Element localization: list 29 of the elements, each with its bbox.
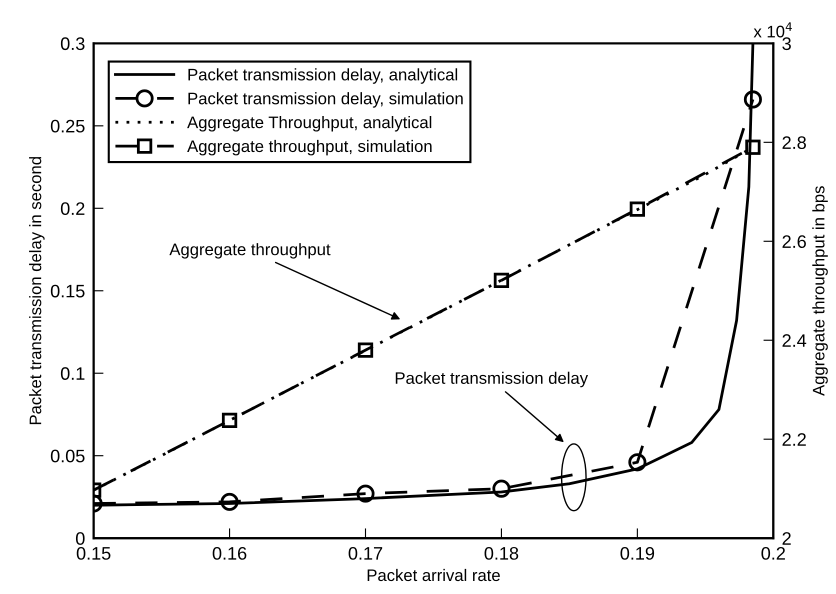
y-axis-title: Packet transmission delay in second [29,157,45,424]
y-tick-label: 0.3 [60,37,85,50]
y2-tick-label: 2.6 [782,235,806,248]
y-tick-label: 0.15 [50,284,85,298]
y-tick-label: 0.1 [60,367,84,380]
x-tick-label: 0.19 [620,546,654,560]
x-tick-label: 0.17 [348,546,382,560]
legend-label: Aggregate Throughput, analytical [187,116,432,132]
x-axis-title: Packet arrival rate [368,568,500,582]
x-tick-label: 0.2 [761,546,785,560]
y2-tick-label: 3 [782,37,791,50]
x-tick-label: 0.16 [212,546,246,560]
y2-tick-label: 2 [782,532,791,545]
y2-tick-label: 2.2 [782,433,806,446]
y2-axis-title: Aggregate throughput in bps [812,186,828,396]
annotation: Packet transmission delay [396,372,588,388]
x-tick-label: 0.18 [484,546,518,560]
y-tick-label: 0 [76,532,85,545]
y2-tick-label: 2.4 [782,334,806,347]
legend-label: Aggregate throughput, simulation [187,140,432,156]
text: x 10$^{4}$ [754,22,792,38]
legend-label: Packet transmission delay, analytical [188,68,458,84]
y2-tick-label: 2.8 [782,136,806,150]
y-tick-label: 0.2 [60,202,84,216]
legend-label: Packet transmission delay, simulation [188,92,463,108]
y-tick-label: 0.05 [50,450,85,462]
x-tick-label: 0.15 [76,546,110,560]
annotation: Aggregate throughput [169,243,330,259]
y-tick-label: 0.25 [50,120,85,133]
